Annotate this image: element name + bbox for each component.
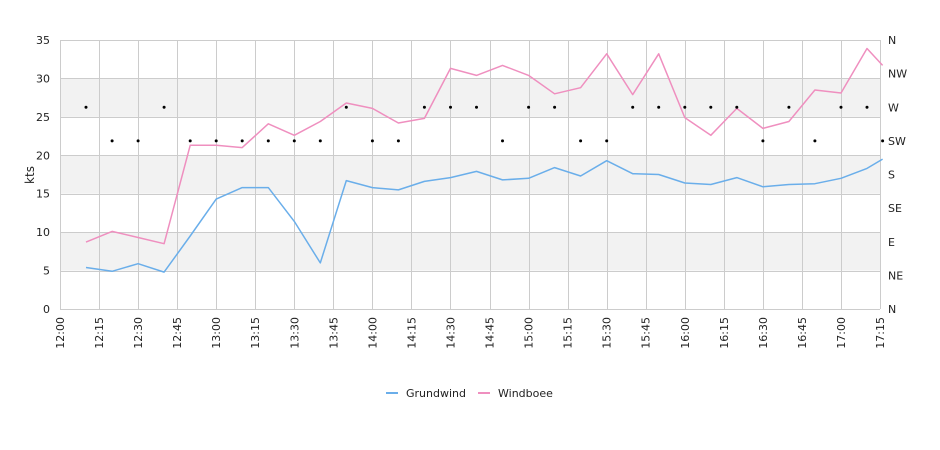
legend[interactable]: Grundwind Windboee xyxy=(386,387,553,400)
direction-tick-label: NE xyxy=(888,269,903,282)
y-axis-title: kts xyxy=(23,166,37,184)
direction-marker xyxy=(813,139,817,143)
direction-marker xyxy=(657,105,661,109)
y-tick-label: 0 xyxy=(43,303,50,316)
y-tick-label: 25 xyxy=(36,111,50,124)
background-bands xyxy=(60,78,880,271)
direction-marker xyxy=(553,105,557,109)
direction-marker xyxy=(501,139,504,143)
direction-marker xyxy=(709,105,713,109)
x-tick-label: 16:45 xyxy=(796,317,809,349)
legend-item-windboee[interactable]: Windboee xyxy=(478,387,553,400)
legend-item-grundwind[interactable]: Grundwind xyxy=(386,387,466,400)
y-tick-label: 15 xyxy=(36,188,50,201)
direction-marker xyxy=(865,105,869,109)
x-tick-label: 14:00 xyxy=(366,317,379,349)
y-tick-label: 5 xyxy=(43,265,50,278)
direction-tick-label: N xyxy=(888,303,896,316)
direction-tick-label: E xyxy=(888,236,895,249)
y-tick-label: 35 xyxy=(36,34,50,47)
x-tick-label: 16:15 xyxy=(718,317,731,349)
x-tick-label: 15:45 xyxy=(640,317,653,349)
direction-marker xyxy=(188,139,192,143)
x-tick-label: 13:45 xyxy=(327,317,340,349)
x-tick-label: 13:30 xyxy=(288,317,301,349)
direction-tick-label: SW xyxy=(888,135,906,148)
direction-marker xyxy=(162,105,166,109)
direction-markers xyxy=(84,105,885,143)
x-tick-label: 13:00 xyxy=(210,317,223,349)
direction-tick-label: N xyxy=(888,34,896,47)
direction-tick-label: S xyxy=(888,169,895,182)
x-tick-label: 17:00 xyxy=(835,317,848,349)
direction-marker xyxy=(605,139,609,143)
x-tick-label: 15:00 xyxy=(523,317,536,349)
band xyxy=(60,155,880,194)
direction-marker xyxy=(136,139,140,143)
x-tick-label: 14:30 xyxy=(444,317,457,349)
legend-label-windboee: Windboee xyxy=(498,387,553,400)
y-tick-label: 20 xyxy=(36,149,50,162)
direction-marker xyxy=(370,139,374,143)
direction-marker xyxy=(527,105,531,109)
direction-marker xyxy=(787,105,791,109)
direction-marker xyxy=(579,139,583,143)
series-line-grundwind xyxy=(85,158,883,273)
x-axis-ticks: 12:00 12:15 12:30 12:45 13:00 13:15 13:30 13:45… xyxy=(54,317,887,349)
direction-marker xyxy=(761,139,765,143)
series-line-windboee xyxy=(85,47,884,245)
y-tick-label: 10 xyxy=(36,226,50,239)
gridlines xyxy=(60,40,881,310)
direction-marker xyxy=(240,139,244,143)
direction-marker xyxy=(266,139,270,143)
direction-marker xyxy=(631,105,635,109)
x-tick-label: 14:15 xyxy=(405,317,418,349)
y-tick-label: 30 xyxy=(36,72,50,85)
y-axis-ticks: 0 5 10 15 20 25 30 35 xyxy=(36,34,50,316)
direction-marker xyxy=(84,105,88,109)
x-tick-label: 12:00 xyxy=(54,317,67,349)
direction-marker xyxy=(396,139,400,143)
direction-tick-label: W xyxy=(888,101,899,114)
direction-axis-ticks: N NE E SE S SW W NW N xyxy=(888,34,907,316)
x-tick-label: 16:00 xyxy=(679,317,692,349)
x-tick-label: 17:15 xyxy=(874,317,887,349)
direction-marker xyxy=(422,105,426,109)
x-tick-label: 12:45 xyxy=(171,317,184,349)
direction-marker xyxy=(214,139,218,143)
legend-label-grundwind: Grundwind xyxy=(406,387,466,400)
x-tick-label: 15:30 xyxy=(601,317,614,349)
direction-marker xyxy=(683,105,687,109)
direction-marker xyxy=(318,139,322,143)
direction-marker xyxy=(839,105,843,109)
direction-marker xyxy=(881,139,885,143)
x-tick-label: 13:15 xyxy=(249,317,262,349)
x-tick-label: 14:45 xyxy=(484,317,497,349)
band xyxy=(60,78,880,117)
direction-marker xyxy=(292,139,296,143)
direction-marker xyxy=(344,105,348,109)
x-tick-label: 12:15 xyxy=(93,317,106,349)
direction-tick-label: NW xyxy=(888,68,907,81)
x-tick-label: 16:30 xyxy=(757,317,770,349)
band xyxy=(60,232,880,271)
direction-tick-label: SE xyxy=(888,202,902,215)
direction-marker xyxy=(475,105,478,109)
direction-marker xyxy=(735,105,739,109)
direction-marker xyxy=(110,139,114,143)
x-tick-label: 15:15 xyxy=(562,317,575,349)
series-lines xyxy=(85,47,884,273)
direction-marker xyxy=(449,105,452,109)
x-tick-label: 12:30 xyxy=(132,317,145,349)
